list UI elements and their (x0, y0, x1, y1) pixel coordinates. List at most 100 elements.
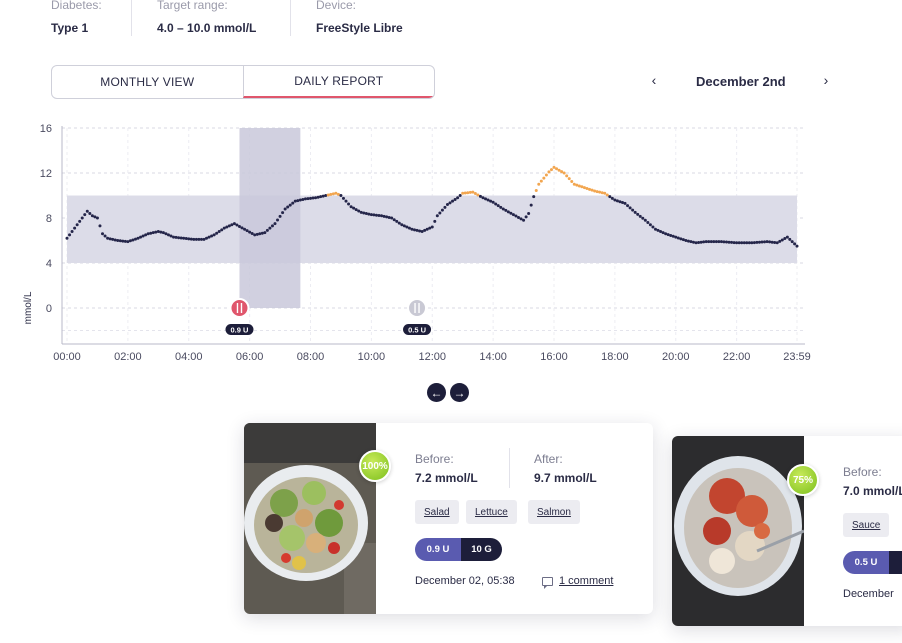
carbs-amount: 10 G (461, 538, 502, 561)
glucose-reading-point (466, 191, 470, 195)
glucose-reading-point (65, 236, 69, 240)
comments-link[interactable]: 1 comment (542, 575, 613, 589)
glucose-reading-point (331, 192, 335, 196)
food-tag[interactable]: Lettuce (466, 500, 517, 524)
glucose-reading-point (486, 198, 490, 202)
meal-window-highlight (239, 128, 301, 308)
insulin-dose: 0.5 U (843, 551, 889, 574)
daily-report-button[interactable]: DAILY REPORT (242, 66, 434, 98)
glucose-reading-point (364, 212, 368, 215)
glucose-reading-point (509, 211, 513, 215)
glucose-reading-point (577, 184, 581, 188)
glucose-reading-point (651, 225, 655, 229)
glucose-reading-point (608, 195, 612, 199)
glucose-reading-point (593, 189, 597, 193)
glucose-reading-point (712, 240, 716, 244)
before-label: Before: (415, 452, 454, 466)
glucose-reading-point (681, 238, 685, 242)
glucose-reading-point (405, 225, 409, 229)
glucose-reading-point (555, 167, 559, 171)
meal-card[interactable]: 100% Before: 7.2 mmol/L After: 9.7 mmol/… (244, 423, 653, 614)
glucose-reading-point (75, 223, 79, 227)
glucose-reading-point (240, 226, 244, 230)
glucose-reading-point (732, 241, 736, 245)
glucose-reading-point (494, 202, 498, 206)
meal-photo-sauce (672, 436, 804, 626)
glucose-reading-point (93, 215, 97, 219)
x-tick-label: 23:59 (783, 351, 811, 363)
glucose-reading-point (133, 237, 137, 241)
arrow-right-icon[interactable]: → (450, 383, 469, 402)
glucose-reading-point (88, 212, 92, 215)
meal-card[interactable]: 75% Before: 7.0 mmol/L Sauce 0.5 U Decem… (672, 436, 902, 626)
glucose-reading-point (202, 237, 206, 241)
x-tick-label: 04:00 (175, 351, 203, 363)
food-tag[interactable]: Salad (415, 500, 459, 524)
glucose-reading-point (448, 201, 452, 205)
glucose-reading-point (225, 225, 229, 229)
glucose-reading-point (291, 201, 295, 205)
glucose-reading-point (243, 227, 247, 231)
glucose-reading-point (344, 199, 348, 203)
glucose-reading-point (90, 214, 94, 218)
glucose-reading-point (560, 170, 564, 174)
glucose-reading-point (288, 203, 292, 207)
glucose-reading-point (227, 224, 231, 228)
glucose-reading-point (172, 235, 176, 239)
glucose-reading-point (775, 241, 779, 245)
glucose-reading-point (357, 209, 361, 213)
food-tag[interactable]: Salmon (528, 500, 580, 524)
glucose-reading-point (722, 240, 726, 244)
food-tag[interactable]: Sauce (843, 513, 890, 537)
glucose-reading-point (473, 192, 477, 196)
glucose-reading-point (113, 238, 117, 242)
glucose-reading-point (278, 214, 282, 218)
glucose-reading-point (128, 239, 132, 243)
glucose-reading-point (704, 240, 708, 244)
glucose-reading-point (230, 223, 234, 227)
x-tick-label: 18:00 (601, 351, 629, 363)
glucose-reading-point (638, 214, 642, 218)
glucose-reading-point (354, 208, 358, 212)
monthly-view-button[interactable]: MONTHLY VIEW (100, 75, 195, 89)
glucose-reading-point (747, 241, 751, 245)
glucose-reading-point (773, 240, 777, 244)
glucose-reading-point (250, 231, 254, 235)
after-value: 9.7 mmol/L (534, 471, 597, 485)
glucose-reading-point (329, 192, 333, 196)
glucose-reading-point (369, 213, 373, 217)
glucose-reading-point (740, 241, 744, 245)
glucose-reading-point (428, 226, 432, 230)
glucose-reading-point (666, 233, 670, 237)
glucose-reading-point (750, 241, 754, 245)
glucose-reading-point (382, 214, 386, 218)
glucose-reading-point (199, 237, 203, 241)
glucose-reading-point (73, 226, 77, 230)
glucose-reading-point (390, 216, 394, 220)
glucose-reading-point (534, 188, 538, 192)
glucose-reading-point (742, 241, 746, 245)
arrow-left-icon[interactable]: ← (427, 383, 446, 402)
glucose-reading-point (506, 210, 510, 214)
glucose-reading-point (778, 239, 782, 243)
glucose-reading-point (235, 223, 239, 227)
glucose-reading-point (159, 230, 163, 234)
glucose-reading-point (471, 190, 475, 194)
glucose-reading-point (636, 212, 640, 216)
x-tick-label: 12:00 (418, 351, 446, 363)
chevron-left-icon[interactable]: ‹ (651, 72, 657, 88)
glucose-reading-point (684, 239, 688, 242)
glucose-reading-point (511, 213, 515, 217)
glucose-reading-point (68, 233, 72, 237)
glucose-reading-point (380, 214, 384, 218)
glucose-reading-point (788, 237, 792, 241)
glucose-reading-point (407, 226, 411, 230)
glucose-reading-point (131, 238, 135, 242)
chevron-right-icon[interactable]: › (823, 72, 829, 88)
glucose-reading-point (347, 202, 351, 206)
glucose-reading-point (605, 193, 609, 197)
glucose-reading-point (324, 194, 328, 197)
carbs-amount (889, 551, 902, 574)
glucose-reading-point (572, 182, 576, 186)
glucose-reading-point (169, 234, 173, 238)
